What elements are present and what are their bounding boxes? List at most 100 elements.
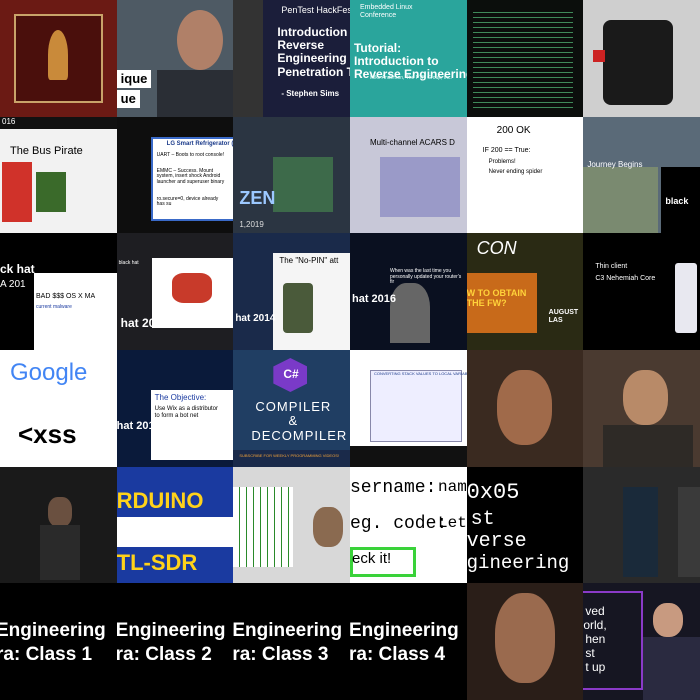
thumbnail-text: The Objective: [154, 392, 207, 402]
video-thumbnail[interactable]: Embedded Linux Conference Tutorial: Intro… [349, 0, 467, 117]
thumbnail-text: ro.secure=0, device already has su [156, 195, 219, 208]
thumbnail-shape [150, 389, 234, 460]
video-thumbnail[interactable]: CONVERTING STACK VALUES TO LOCAL VARIABL… [349, 349, 467, 467]
thumbnail-text: Multi-channel ACARS D [369, 137, 455, 147]
thumbnail-text: t up [585, 660, 606, 675]
thumbnail-shape [653, 603, 684, 638]
video-thumbnail[interactable]: Thin client C3 Nehemiah Core [583, 233, 700, 350]
thumbnail-text: LG Smart Refrigerator (L [166, 140, 234, 147]
thumbnail-text: Google [10, 358, 88, 386]
thumbnail-shape [623, 369, 669, 425]
video-thumbnail[interactable] [466, 0, 584, 117]
video-thumbnail[interactable]: Engineering ra: Class 1 [0, 583, 117, 700]
thumbnail-shape [233, 486, 294, 567]
video-thumbnail[interactable] [583, 466, 700, 584]
video-thumbnail[interactable]: PenTest HackFest S Introduction to Revers… [233, 0, 350, 117]
thumbnail-text: ved [585, 604, 605, 619]
thumbnail-shape [233, 449, 350, 467]
thumbnail-shape [583, 166, 659, 234]
video-thumbnail[interactable] [466, 349, 584, 467]
thumbnail-text: PenTest HackFest S [281, 5, 350, 15]
thumbnail-text: black [665, 195, 689, 206]
thumbnail-shape [313, 506, 344, 547]
video-thumbnail[interactable] [466, 583, 584, 700]
video-thumbnail[interactable]: CON W TO OBTAIN THE FW? AUGUST LAS [466, 233, 584, 350]
thumbnail-text: AUGUST LAS [548, 309, 579, 325]
video-thumbnail[interactable]: Google <xss [0, 349, 117, 467]
video-thumbnail[interactable]: ck hat A 201 BAD $$$ OS X MA current malwar… [0, 233, 117, 350]
thumbnail-shape [661, 166, 700, 234]
video-thumbnail[interactable] [233, 466, 350, 584]
video-thumbnail[interactable]: sername:nam eg. code:Leth eck it! [349, 466, 467, 584]
video-thumbnail[interactable]: C# COMPILER & DECOMPILER SUBSCRIBE FOR WEE… [233, 349, 350, 467]
video-thumbnail[interactable]: ique ue [116, 0, 234, 117]
video-thumbnail[interactable] [583, 0, 700, 117]
thumbnail-text: COMPILER & DECOMPILER [251, 398, 348, 443]
video-thumbnail[interactable]: RDUINO TL-SDR [116, 466, 234, 584]
thumbnail-text: Engineering [349, 620, 459, 642]
thumbnail-shape [150, 136, 234, 221]
video-thumbnail[interactable]: 0x05 st verse gineering [466, 466, 584, 584]
thumbnail-shape [583, 591, 644, 691]
video-thumbnail[interactable]: Engineering ra: Class 3 [233, 583, 350, 700]
thumbnail-shape [678, 486, 700, 577]
thumbnail-text: 200 OK [496, 124, 531, 136]
thumbnail-text: black hat [118, 260, 139, 267]
thumbnail-text: ra: Class 1 [0, 644, 93, 666]
thumbnail-shape [116, 516, 234, 547]
video-thumbnail[interactable]: hat 2017 The Objective: Use Wix as a distr… [116, 349, 234, 467]
video-thumbnail[interactable]: ZEN 1,2019 [233, 116, 350, 234]
thumbnail-shape [36, 171, 66, 212]
thumbnail-shape [34, 273, 117, 350]
thumbnail-shape [466, 273, 537, 334]
thumbnail-shape [472, 8, 573, 108]
thumbnail-shape [273, 156, 334, 212]
video-thumbnail[interactable]: Journey Begins black [583, 116, 700, 234]
thumbnail-text: When was the last time you personally up… [389, 268, 462, 286]
video-thumbnail[interactable]: LG Smart Refrigerator (L UART – Boots to … [116, 116, 234, 234]
video-thumbnail[interactable] [583, 349, 700, 467]
thumbnail-shape [48, 30, 68, 80]
video-thumbnail[interactable]: Multi-channel ACARS D [349, 116, 467, 234]
video-thumbnail[interactable]: Engineering ra: Class 4 [349, 583, 467, 700]
video-thumbnail[interactable]: hat 2016 When was the last time you perso… [349, 233, 467, 350]
video-thumbnail[interactable]: Engineering ra: Class 2 [116, 583, 234, 700]
thumbnail-text: gineering [466, 551, 570, 574]
video-thumbnail[interactable] [0, 0, 117, 117]
thumbnail-text: - Stephen Sims [281, 89, 340, 98]
thumbnail-shape [603, 424, 694, 467]
thumbnail-shape [283, 283, 314, 334]
thumbnail-text: <xss [18, 418, 77, 449]
thumbnail-text: TL-SDR [116, 549, 198, 575]
thumbnail-shape [593, 50, 606, 62]
video-thumbnail[interactable]: ved orld, hen st t up [583, 583, 700, 700]
thumbnail-text: eck it! [351, 549, 392, 567]
thumbnail-text: UART – Boots to root console! [156, 151, 225, 158]
thumbnail-text: Never ending spider [488, 168, 543, 175]
thumbnail-shape [233, 0, 264, 117]
thumbnail-text: st [585, 646, 595, 661]
thumbnail-text: verse [466, 529, 527, 553]
thumbnail-text: Thin client [595, 263, 628, 271]
thumbnail-text: sername: [349, 477, 437, 498]
thumbnail-text: RDUINO [116, 487, 204, 513]
video-thumbnail[interactable]: 200 OK IF 200 == True: Problems! Never endi… [466, 116, 584, 234]
video-thumbnail[interactable]: The "No-PIN" att hat 2014 [233, 233, 350, 350]
thumbnail-text: CONVERTING STACK VALUES TO LOCAL VARIABL… [373, 370, 467, 376]
thumbnail-text: Engineering [116, 620, 226, 642]
thumbnail-text: Leth [437, 513, 467, 532]
thumbnail-shape [176, 10, 223, 70]
thumbnail-text: ra: Class 4 [349, 644, 446, 666]
video-thumbnail[interactable] [0, 466, 117, 584]
thumbnail-text: hen [585, 632, 606, 647]
thumbnail-text: W TO OBTAIN THE FW? [466, 288, 527, 309]
thumbnail-shape [389, 283, 430, 344]
thumbnail-text: 1,2019 [239, 219, 264, 229]
thumbnail-shape [369, 369, 462, 442]
thumbnail-text: 016 [2, 116, 16, 126]
video-thumbnail[interactable]: 016 The Bus Pirate [0, 116, 117, 234]
thumbnail-shape [48, 496, 72, 527]
thumbnail-text: The "No-PIN" att [279, 256, 339, 266]
video-thumbnail[interactable]: black hat hat 2014 [116, 233, 234, 350]
